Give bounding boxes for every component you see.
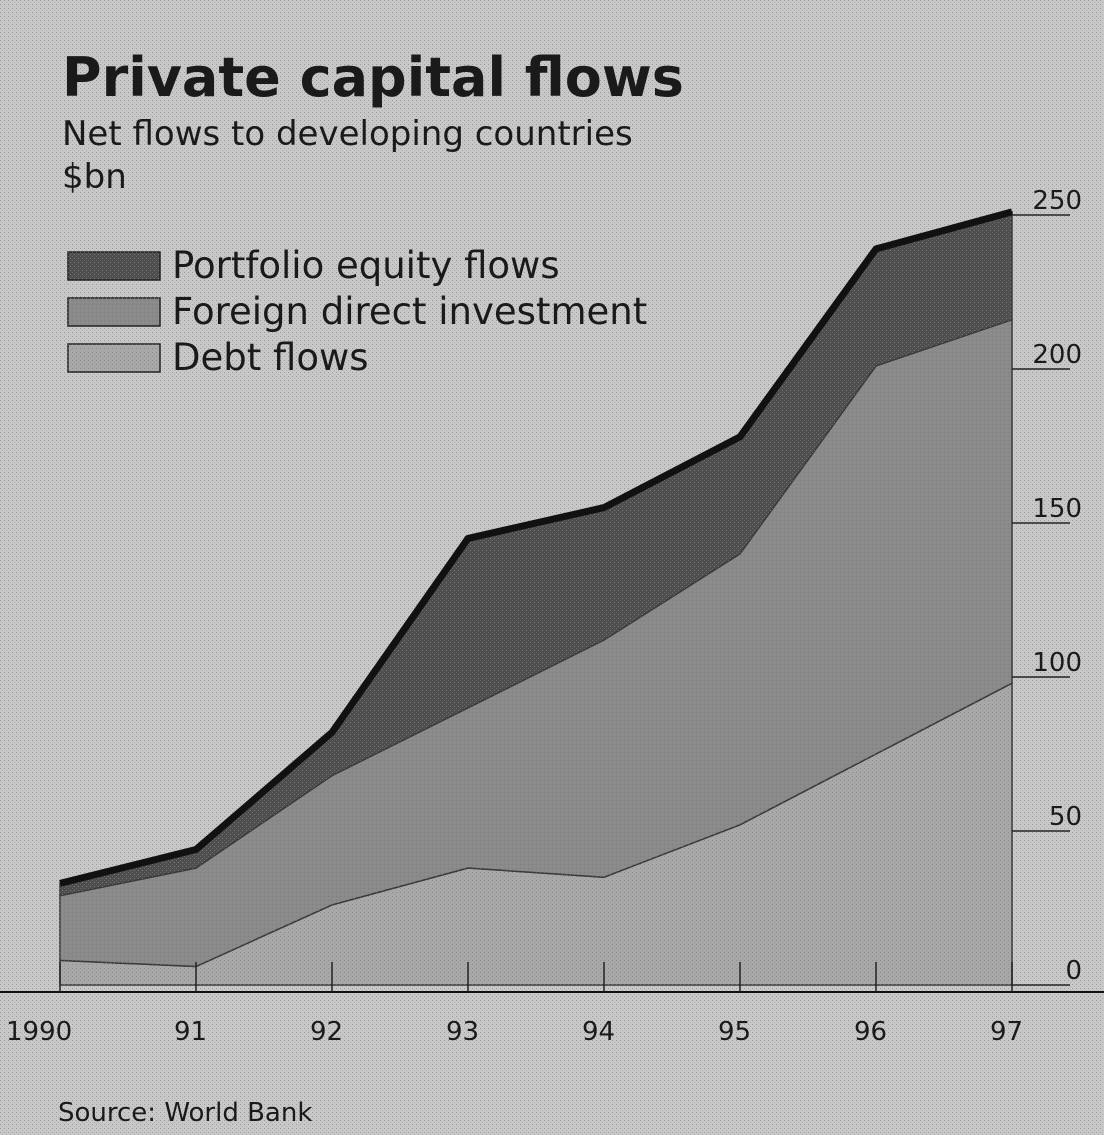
legend-swatch-texture-foreign-direct-investment <box>68 298 160 326</box>
y-tick-label-50: 50 <box>1049 802 1082 832</box>
y-tick-label-250: 250 <box>1032 186 1082 216</box>
legend-label-debt-flows: Debt flows <box>172 336 369 379</box>
y-axis-unit-label: $bn <box>62 157 127 197</box>
y-tick-label-150: 150 <box>1032 494 1082 524</box>
legend-label-portfolio-equity-flows: Portfolio equity flows <box>172 244 560 287</box>
x-tick-label-92: 92 <box>310 1017 343 1047</box>
source-note: Source: World Bank <box>58 1098 312 1128</box>
legend-label-foreign-direct-investment: Foreign direct investment <box>172 290 647 333</box>
chart-subtitle: Net flows to developing countries <box>62 114 633 154</box>
x-tick-label-96: 96 <box>854 1017 887 1047</box>
y-tick-label-100: 100 <box>1032 648 1082 678</box>
legend-swatch-texture-portfolio-equity-flows <box>68 252 160 280</box>
x-tick-label-1990: 1990 <box>6 1017 72 1047</box>
chart-title: Private capital flows <box>62 46 684 109</box>
area-layers <box>59 208 1013 986</box>
total-outline <box>59 208 1013 887</box>
x-tick-label-93: 93 <box>446 1017 479 1047</box>
x-tick-label-97: 97 <box>990 1017 1023 1047</box>
y-axis: 0 50 100 150 200 250 <box>1032 186 1082 986</box>
legend-swatch-texture-debt-flows <box>68 344 160 372</box>
y-tick-label-0: 0 <box>1065 956 1082 986</box>
area-texture-debt-flows <box>60 683 1012 985</box>
x-axis: 1990 91 92 93 94 95 96 97 <box>0 962 1104 1047</box>
area-texture-foreign-direct-investment <box>60 319 1012 967</box>
x-tick-label-95: 95 <box>718 1017 751 1047</box>
y-tick-label-200: 200 <box>1032 340 1082 370</box>
x-tick-label-94: 94 <box>582 1017 615 1047</box>
y-gridlines <box>1012 214 1070 986</box>
x-tick-label-91: 91 <box>174 1017 207 1047</box>
area-texture-portfolio-equity-flows <box>60 211 1012 896</box>
